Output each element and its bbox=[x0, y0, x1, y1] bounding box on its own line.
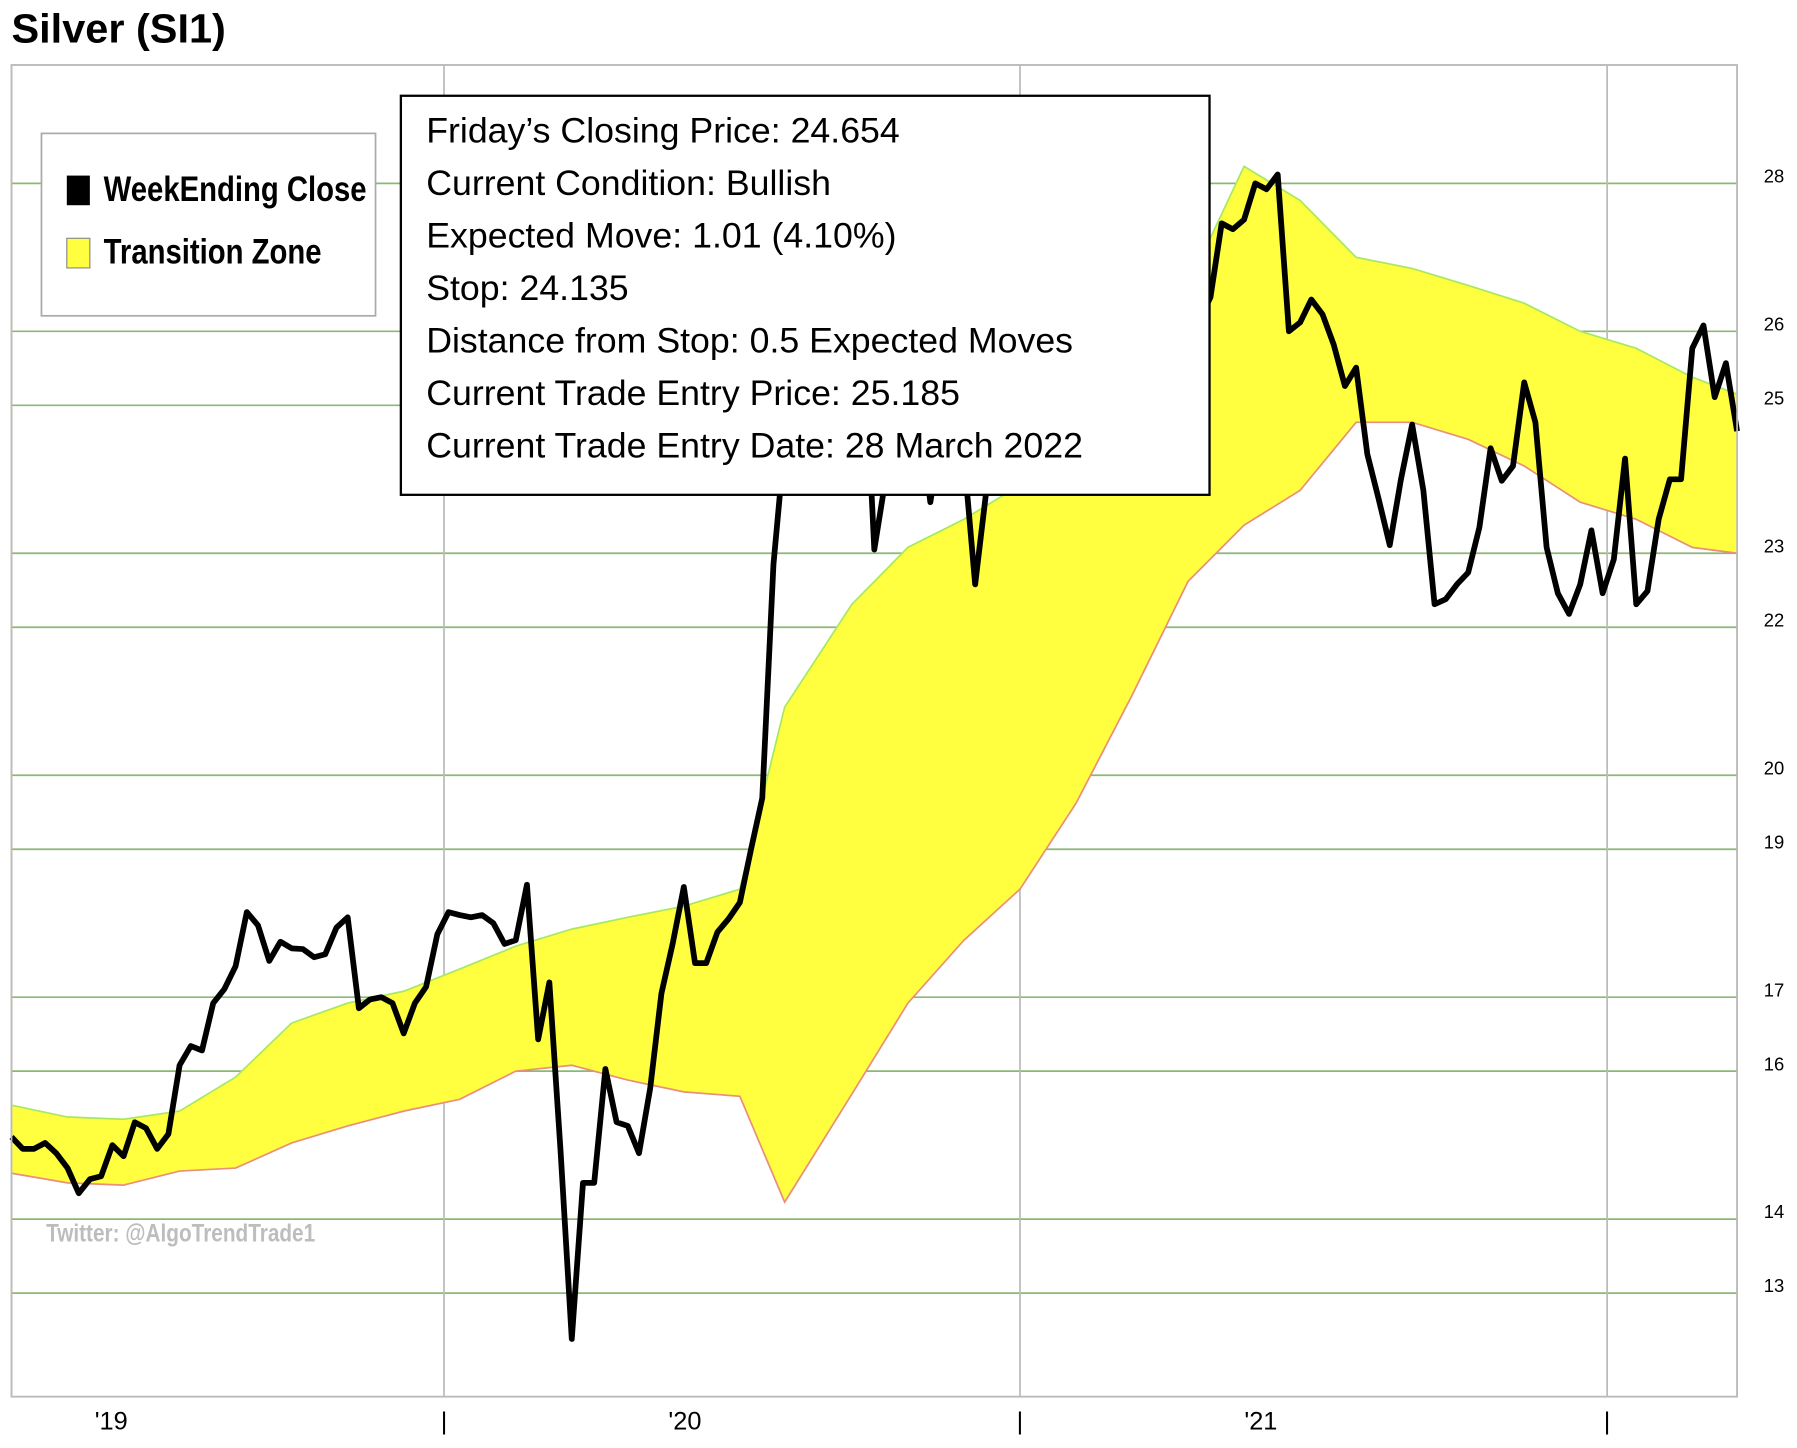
transition-zone bbox=[11, 166, 1738, 1203]
y-tick-label: 17 bbox=[1764, 979, 1784, 1000]
x-tick-label: | bbox=[1017, 1408, 1024, 1436]
y-tick-label: 16 bbox=[1764, 1053, 1784, 1074]
info-line: Friday’s Closing Price: 24.654 bbox=[426, 111, 900, 151]
info-line: Stop: 24.135 bbox=[426, 268, 628, 308]
info-line: Current Trade Entry Price: 25.185 bbox=[426, 373, 960, 413]
info-line: Distance from Stop: 0.5 Expected Moves bbox=[426, 321, 1073, 361]
y-tick-label: 19 bbox=[1764, 831, 1784, 852]
y-tick-label: 14 bbox=[1764, 1201, 1784, 1222]
y-tick-label: 22 bbox=[1764, 609, 1784, 630]
legend-label: WeekEnding Close bbox=[104, 169, 367, 208]
x-tick-label: '19 bbox=[95, 1408, 128, 1436]
x-tick-label: | bbox=[1604, 1408, 1611, 1436]
legend: WeekEnding Close Transition Zone bbox=[40, 132, 377, 317]
y-tick-label: 26 bbox=[1764, 314, 1784, 335]
zone-upper-edge bbox=[11, 165, 1738, 1121]
watermark: Twitter: @AlgoTrendTrade1 bbox=[46, 1219, 315, 1247]
legend-swatch bbox=[66, 237, 91, 269]
info-line: Expected Move: 1.01 (4.10%) bbox=[426, 216, 896, 256]
y-tick-label: 23 bbox=[1764, 535, 1784, 556]
legend-box bbox=[40, 132, 377, 317]
info-line: Current Trade Entry Date: 28 March 2022 bbox=[426, 426, 1083, 466]
y-tick-label: 28 bbox=[1764, 166, 1784, 187]
close-line bbox=[9, 171, 1740, 1342]
legend-label: Transition Zone bbox=[104, 232, 322, 271]
x-tick-label: | bbox=[441, 1408, 448, 1436]
info-box bbox=[399, 94, 1211, 496]
y-tick-label: 20 bbox=[1764, 757, 1784, 778]
y-tick-label: 13 bbox=[1764, 1275, 1784, 1296]
x-tick-label: '20 bbox=[668, 1408, 701, 1436]
info-line: Current Condition: Bullish bbox=[426, 163, 831, 203]
zone-lower-edge bbox=[11, 421, 1738, 1204]
chart-title: Silver (SI1) bbox=[12, 6, 226, 52]
legend-swatch bbox=[66, 175, 90, 206]
y-tick-label: 25 bbox=[1764, 388, 1784, 409]
x-tick-label: '21 bbox=[1244, 1408, 1277, 1436]
plot-border bbox=[10, 64, 1738, 1398]
